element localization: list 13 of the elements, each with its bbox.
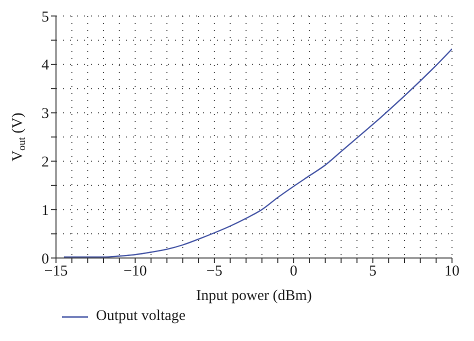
y-tick-label: 5	[42, 9, 49, 26]
y-tick-label: 1	[42, 202, 49, 219]
line-series	[63, 48, 452, 258]
y-tick-label: 3	[42, 106, 49, 122]
x-tick-label: −5	[206, 264, 222, 280]
x-tick-label: 10	[444, 264, 460, 280]
x-axis-title: Input power (dBm)	[196, 288, 312, 304]
y-tick-label: 2	[42, 154, 49, 171]
y-tick-label: 4	[42, 58, 50, 74]
x-tick-label: 0	[290, 264, 298, 280]
legend-label: Output voltage	[96, 308, 186, 325]
x-tick-label: −10	[123, 264, 147, 280]
x-tick-label: 5	[369, 264, 377, 280]
